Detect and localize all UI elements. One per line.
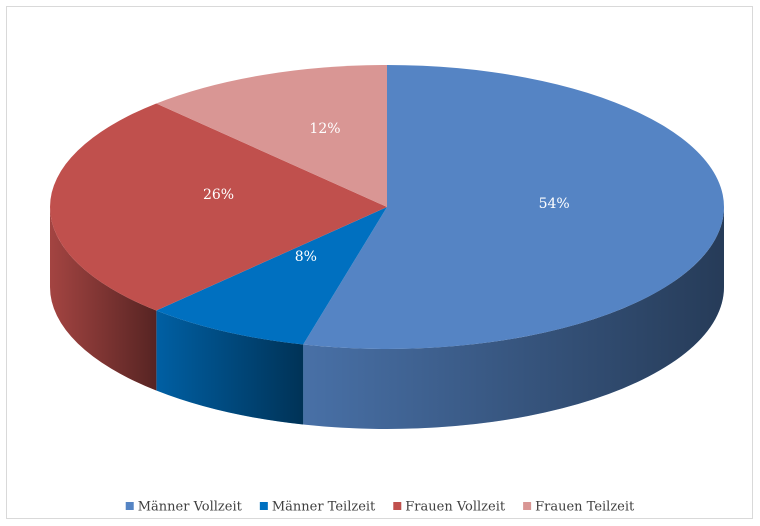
slice-side-shade bbox=[50, 207, 157, 391]
data-label: 26% bbox=[203, 187, 234, 203]
legend-label: Männer Vollzeit bbox=[138, 500, 243, 515]
data-label: 54% bbox=[539, 196, 570, 212]
slice bbox=[156, 207, 387, 345]
slice bbox=[50, 103, 387, 311]
legend-label: Frauen Teilzeit bbox=[535, 500, 635, 515]
legend-label: Frauen Vollzeit bbox=[405, 500, 506, 515]
legend-label: Männer Teilzeit bbox=[272, 500, 376, 515]
data-label: 8% bbox=[295, 249, 317, 265]
slice bbox=[303, 65, 725, 350]
slice bbox=[156, 65, 387, 207]
legend-swatch bbox=[523, 502, 532, 510]
legend-swatch bbox=[125, 502, 134, 510]
data-label: 12% bbox=[309, 121, 340, 137]
legend-swatch bbox=[259, 502, 268, 510]
slice-side-shade bbox=[156, 310, 304, 425]
slice-side-shade bbox=[303, 207, 724, 429]
legend-swatch bbox=[393, 502, 402, 510]
